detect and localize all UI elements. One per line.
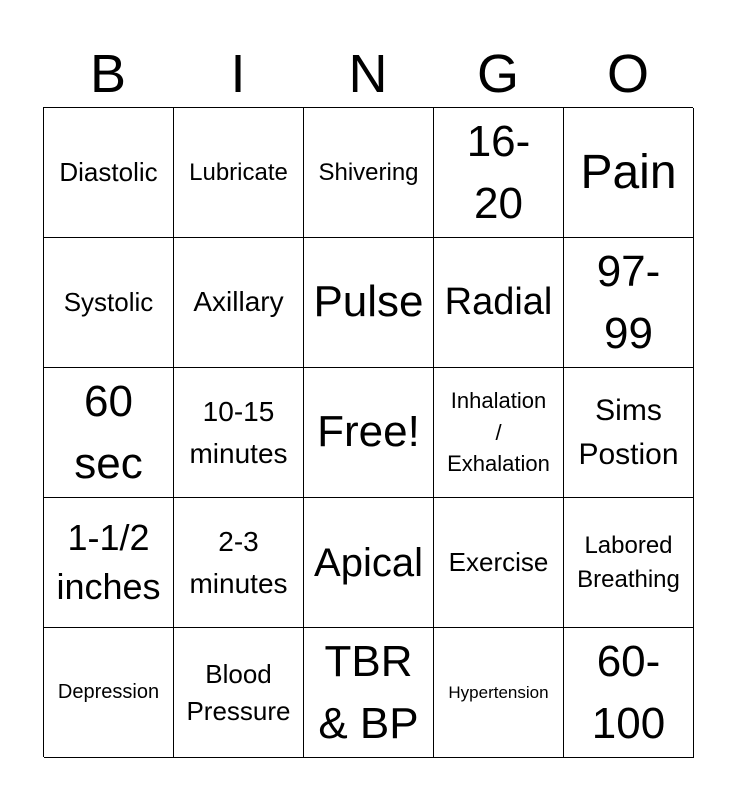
bingo-cell: 10-15 minutes <box>174 368 304 498</box>
bingo-cell: Inhalation / Exhalation <box>434 368 564 498</box>
bingo-cell: 60- 100 <box>564 628 694 758</box>
bingo-cell: Diastolic <box>44 108 174 238</box>
bingo-cell: 97- 99 <box>564 238 694 368</box>
bingo-cell: Axillary <box>174 238 304 368</box>
bingo-cell: Apical <box>304 498 434 628</box>
bingo-cell: Sims Postion <box>564 368 694 498</box>
bingo-cell: TBR & BP <box>304 628 434 758</box>
bingo-grid: Diastolic Lubricate Shivering 16- 20 Pain Sys… <box>43 107 694 758</box>
bingo-cell: Radial <box>434 238 564 368</box>
header-letter-n: N <box>348 44 388 104</box>
bingo-cell: 2-3 minutes <box>174 498 304 628</box>
bingo-header: B I N G O <box>43 42 693 106</box>
bingo-cell: Lubricate <box>174 108 304 238</box>
bingo-cell: Shivering <box>304 108 434 238</box>
bingo-cell: 16- 20 <box>434 108 564 238</box>
bingo-cell: 1-1/2 inches <box>44 498 174 628</box>
bingo-cell: Exercise <box>434 498 564 628</box>
header-letter-g: G <box>476 44 519 104</box>
header-letter-b: B <box>89 44 127 104</box>
bingo-cell: Systolic <box>44 238 174 368</box>
bingo-cell: Free! <box>304 368 434 498</box>
header-letter-o: O <box>606 44 649 104</box>
bingo-cell: Depression <box>44 628 174 758</box>
bingo-cell: Pulse <box>304 238 434 368</box>
bingo-cell: Blood Pressure <box>174 628 304 758</box>
bingo-cell: 60 sec <box>44 368 174 498</box>
bingo-cell: Pain <box>564 108 694 238</box>
bingo-cell: Hypertension <box>434 628 564 758</box>
bingo-cell: Labored Breathing <box>564 498 694 628</box>
header-letter-i: I <box>230 44 246 104</box>
